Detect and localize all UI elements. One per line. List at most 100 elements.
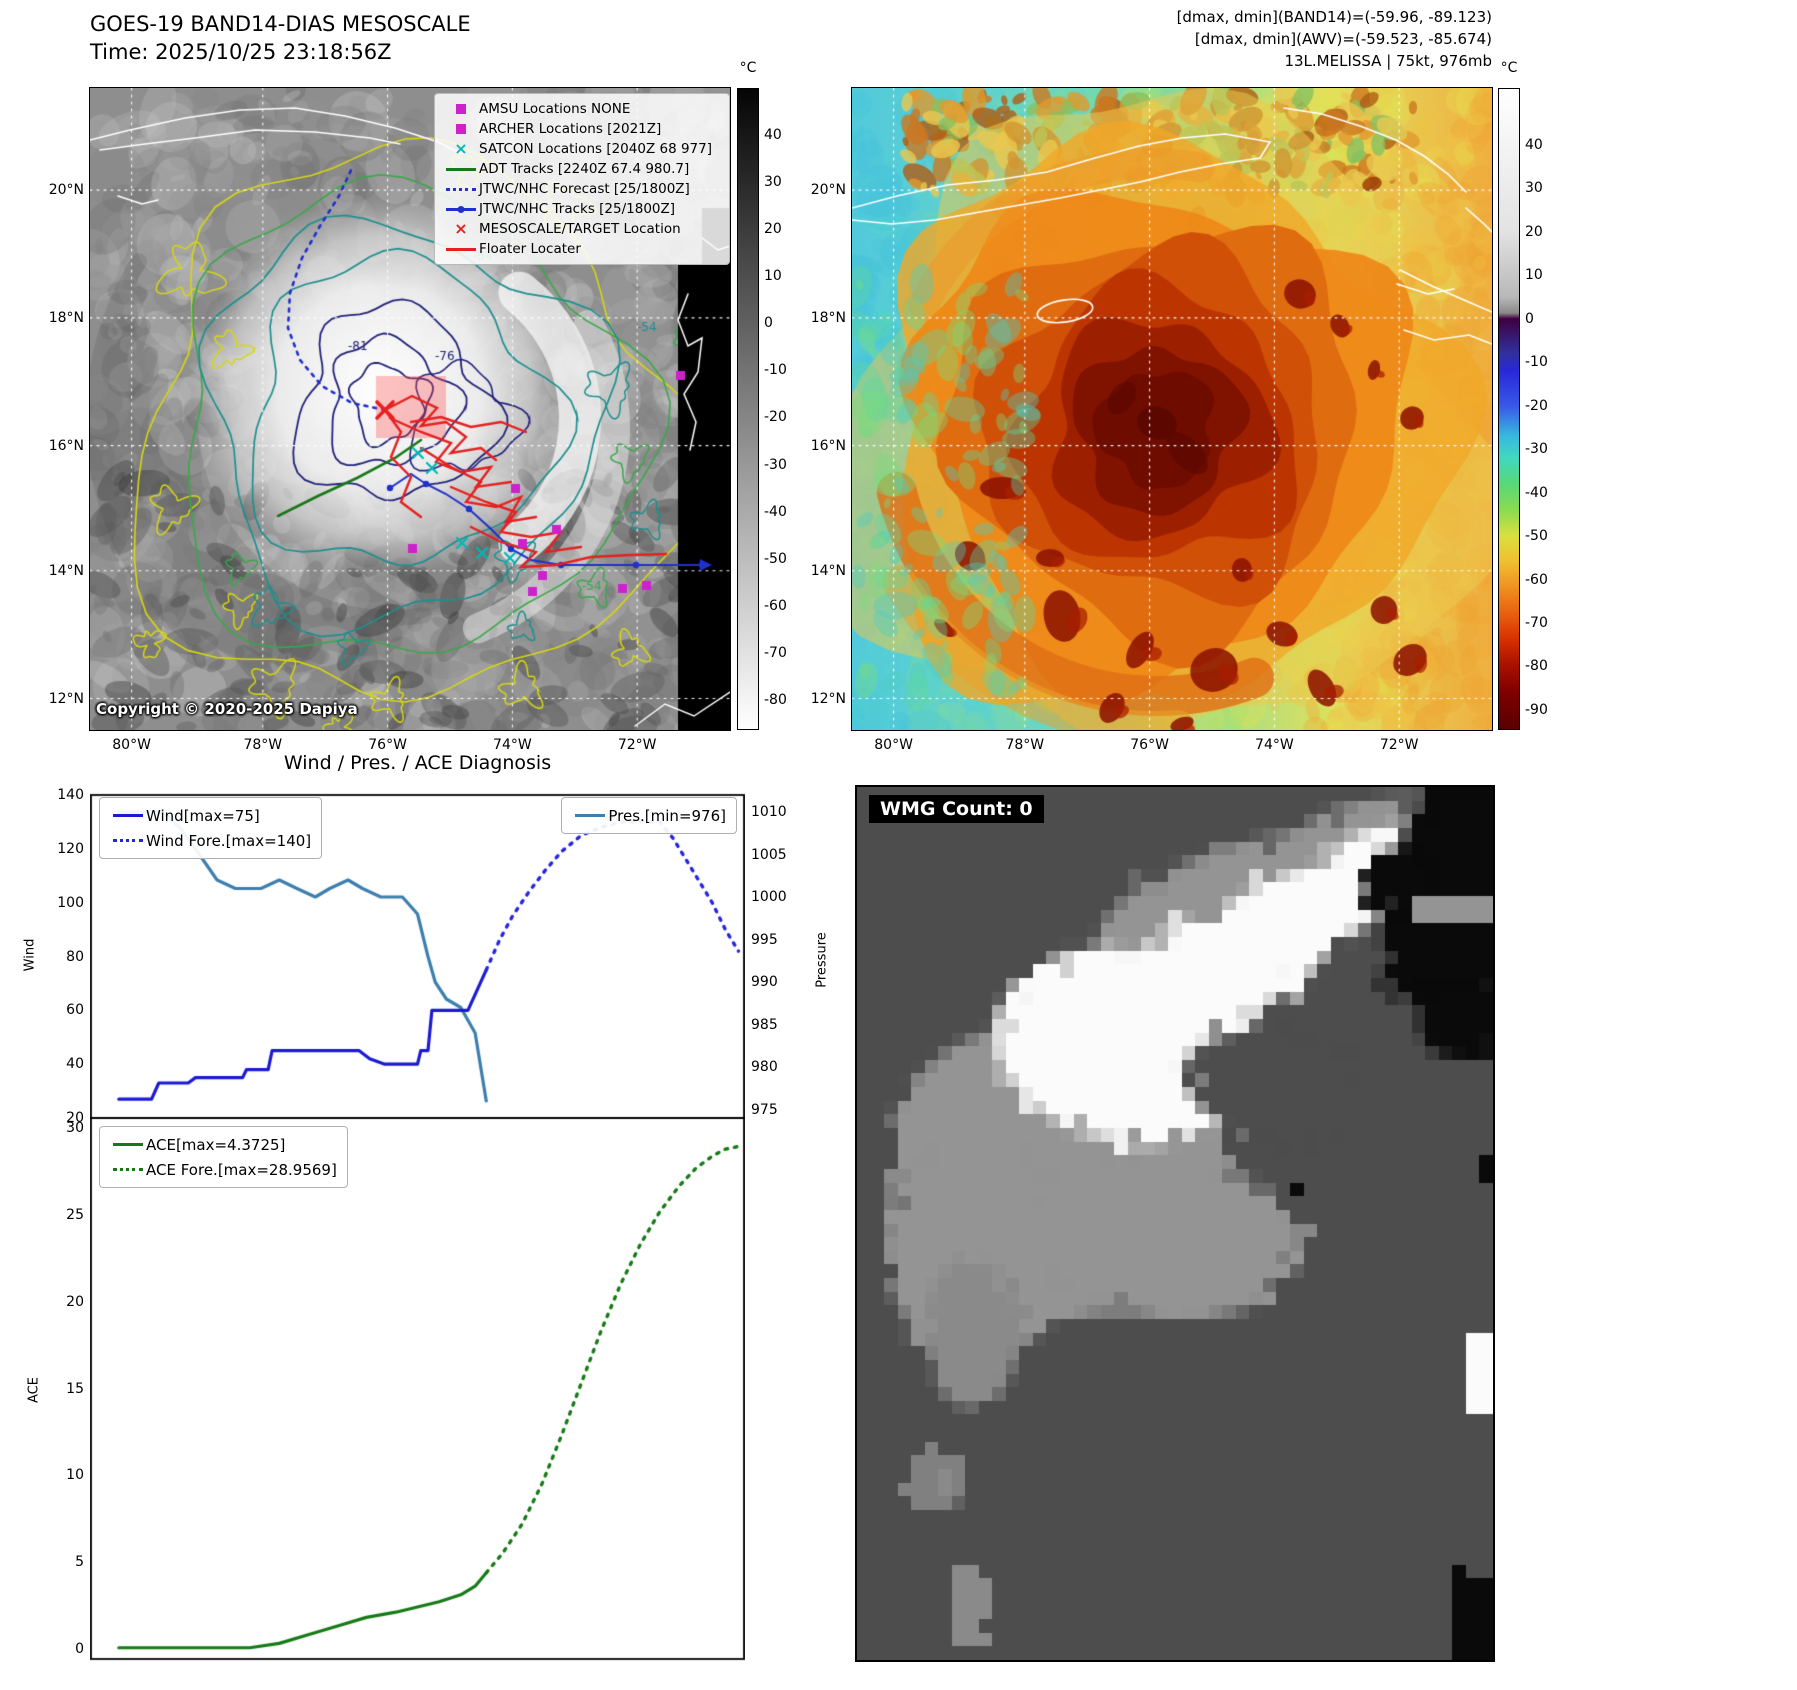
band14-legend-item: Floater Locater bbox=[443, 239, 721, 259]
band14-lat-tick: 14°N bbox=[48, 562, 84, 579]
wind-ytick: 60 bbox=[66, 1002, 84, 1019]
band14-lat-tick: 18°N bbox=[48, 309, 84, 326]
band14-colorbar-tick: -70 bbox=[764, 644, 787, 661]
pressure-ytick: 990 bbox=[751, 974, 778, 990]
band14-colorbar-tick: 0 bbox=[764, 315, 773, 332]
x-marker-icon: × bbox=[454, 219, 468, 238]
band14-legend-label: ADT Tracks [2240Z 67.4 980.7] bbox=[479, 161, 690, 177]
band14-legend-label: Floater Locater bbox=[479, 241, 581, 257]
wind-ytick: 80 bbox=[66, 948, 84, 965]
awv-colorbar-tick: -20 bbox=[1525, 397, 1548, 414]
wind-pressure-ace-chart bbox=[90, 785, 745, 1662]
ace-ytick: 25 bbox=[66, 1207, 84, 1224]
band14-lat-tick: 16°N bbox=[48, 437, 84, 454]
band14-lat-tick: 20°N bbox=[48, 182, 84, 199]
pressure-ytick: 975 bbox=[751, 1101, 778, 1118]
line-marker-icon bbox=[443, 247, 479, 251]
ace-ytick: 0 bbox=[75, 1640, 84, 1657]
awv-lon-tick: 78°W bbox=[1005, 737, 1045, 753]
pressure-legend-label: Pres.[min=976] bbox=[608, 806, 726, 825]
band14-legend-label: ARCHER Locations [2021Z] bbox=[479, 121, 662, 137]
legend-row: Wind[max=75] bbox=[110, 803, 311, 828]
dmax-awv-readout: [dmax, dmin](AWV)=(-59.523, -85.674) bbox=[1194, 30, 1492, 48]
copyright-watermark: Copyright © 2020-2025 Dapiya bbox=[96, 700, 358, 718]
band14-colorbar-tick: -40 bbox=[764, 503, 787, 520]
pressure-ytick: 985 bbox=[751, 1016, 778, 1033]
awv-lat-tick: 14°N bbox=[810, 562, 846, 579]
band14-colorbar-tick: 40 bbox=[764, 127, 782, 144]
wind-ytick: 140 bbox=[57, 787, 84, 803]
band14-legend-item: × SATCON Locations [2040Z 68 977] bbox=[443, 139, 721, 159]
band14-colorbar-tick: -50 bbox=[764, 550, 787, 567]
band14-colorbar-tick: -30 bbox=[764, 456, 787, 473]
band14-lon-tick: 72°W bbox=[617, 737, 657, 753]
awv-colorbar-tick: -80 bbox=[1525, 658, 1548, 675]
pressure-axis-label: Pressure bbox=[814, 932, 830, 988]
x-marker-icon: × bbox=[454, 139, 468, 158]
wind-line-icon bbox=[110, 814, 146, 817]
wind-forecast-legend-label: Wind Fore.[max=140] bbox=[146, 831, 312, 850]
linedot-marker-icon bbox=[443, 205, 479, 213]
band14-colorbar-tick: -80 bbox=[764, 691, 787, 708]
wmg-image bbox=[857, 787, 1493, 1660]
band14-colorbar-tick: -20 bbox=[764, 409, 787, 426]
awv-colorbar-tick: 20 bbox=[1525, 223, 1543, 240]
pressure-ytick: 995 bbox=[751, 931, 778, 948]
band14-legend-label: MESOSCALE/TARGET Location bbox=[479, 221, 681, 237]
awv-colorbar-tick: -60 bbox=[1525, 571, 1548, 588]
band14-colorbar-unit: °C bbox=[739, 60, 757, 76]
band14-colorbar-tick: 30 bbox=[764, 174, 782, 191]
band14-title: GOES-19 BAND14-DIAS MESOSCALE bbox=[90, 12, 471, 36]
awv-colorbar-tick: -50 bbox=[1525, 528, 1548, 544]
band14-colorbar-tick: -10 bbox=[764, 362, 787, 379]
ace-ytick: 15 bbox=[66, 1380, 84, 1397]
band14-lon-tick: 74°W bbox=[493, 737, 532, 753]
ace-ytick: 20 bbox=[66, 1293, 84, 1310]
legend-row: Pres.[min=976] bbox=[572, 803, 726, 828]
band14-legend-item: ARCHER Locations [2021Z] bbox=[443, 119, 721, 139]
band14-legend-item: ADT Tracks [2240Z 67.4 980.7] bbox=[443, 159, 721, 179]
band14-legend-label: JTWC/NHC Tracks [25/1800Z] bbox=[479, 201, 676, 217]
ace-line-icon bbox=[110, 1143, 146, 1146]
band14-legend-item: JTWC/NHC Tracks [25/1800Z] bbox=[443, 199, 721, 219]
ace-ytick: 5 bbox=[75, 1553, 84, 1570]
pressure-ytick: 1010 bbox=[751, 804, 787, 820]
wind-ytick: 20 bbox=[66, 1110, 84, 1126]
awv-lon-tick: 74°W bbox=[1255, 737, 1294, 753]
awv-lon-tick: 80°W bbox=[874, 737, 913, 753]
band14-colorbar-tick: 20 bbox=[764, 221, 782, 238]
dmax-band14-readout: [dmax, dmin](BAND14)=(-59.96, -89.123) bbox=[1176, 8, 1492, 26]
legend-row: ACE[max=4.3725] bbox=[110, 1132, 337, 1157]
wind-forecast-line-icon bbox=[110, 839, 146, 842]
pressure-ytick: 980 bbox=[751, 1059, 778, 1075]
awv-lat-tick: 20°N bbox=[810, 182, 846, 199]
pressure-line-icon bbox=[572, 814, 608, 817]
line-marker-icon bbox=[443, 167, 479, 171]
awv-colorbar-tick: -10 bbox=[1525, 354, 1548, 371]
ace-ytick: 30 bbox=[66, 1120, 84, 1137]
band14-legend-label: AMSU Locations NONE bbox=[479, 101, 631, 117]
awv-satellite-image bbox=[851, 87, 1493, 731]
awv-lat-tick: 18°N bbox=[810, 309, 846, 326]
awv-colorbar-tick: 30 bbox=[1525, 180, 1543, 197]
band14-legend-item: JTWC/NHC Forecast [25/1800Z] bbox=[443, 179, 721, 199]
awv-colorbar-tick: -40 bbox=[1525, 484, 1548, 501]
band14-legend-item: AMSU Locations NONE bbox=[443, 99, 721, 119]
legend-row: Wind Fore.[max=140] bbox=[110, 828, 311, 853]
pressure-legend: Pres.[min=976] bbox=[561, 797, 737, 834]
awv-colorbar-tick: 40 bbox=[1525, 136, 1543, 153]
band14-colorbar-tick: -60 bbox=[764, 597, 787, 614]
wind-axis-label: Wind bbox=[22, 938, 38, 972]
band14-colorbar bbox=[737, 88, 759, 730]
band14-lon-tick: 80°W bbox=[112, 737, 151, 753]
awv-colorbar-tick: 10 bbox=[1525, 267, 1543, 284]
diagnosis-title: Wind / Pres. / ACE Diagnosis bbox=[283, 752, 552, 774]
wind-legend-label: Wind[max=75] bbox=[146, 806, 260, 825]
awv-colorbar-unit: °C bbox=[1500, 60, 1518, 76]
legend-row: ACE Fore.[max=28.9569] bbox=[110, 1157, 337, 1182]
square-marker-icon bbox=[443, 104, 479, 114]
wind-ytick: 100 bbox=[57, 894, 84, 911]
awv-colorbar-tick: -70 bbox=[1525, 615, 1548, 631]
wmg-count-label: WMG Count: 0 bbox=[869, 795, 1044, 823]
